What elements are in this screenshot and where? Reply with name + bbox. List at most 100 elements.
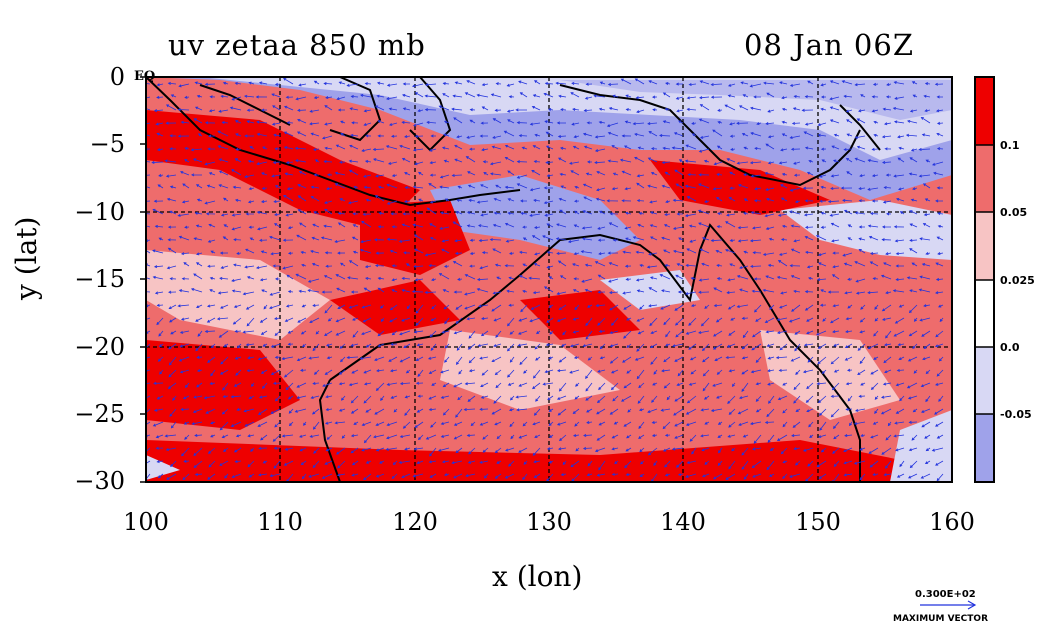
wind-vector [156,95,164,99]
wind-vector [598,120,606,124]
wind-vector [169,134,177,138]
wind-vector [522,473,528,481]
wind-vector [909,210,918,215]
wind-vector [492,223,502,228]
wind-vector [286,187,294,191]
wind-vector [833,369,840,373]
wind-vector [847,304,853,309]
wind-vector [270,252,281,256]
wind-vector [874,395,879,400]
wind-vector [288,408,294,414]
wind-vector [398,460,411,464]
wind-vector [858,109,866,113]
wind-vector [675,274,684,280]
wind-vector [585,317,593,327]
wind-vector [895,382,905,387]
wind-vector [725,221,736,228]
wind-vector [572,408,580,414]
wind-vector [782,382,788,386]
wind-vector [495,184,502,189]
wind-vector [444,198,450,202]
wind-vector [558,304,567,311]
wind-vector [217,145,229,150]
wind-vector [698,148,710,153]
wind-vector [729,263,736,267]
wind-vector [341,434,346,439]
wind-vector [767,109,775,113]
wind-vector [170,94,177,98]
wind-vector [607,82,619,86]
wind-vector [650,211,658,215]
wind-vector [216,317,229,321]
wind-vector [339,160,346,164]
wind-vector [168,369,177,378]
wind-vector [726,158,736,163]
wind-vector [258,81,268,85]
wind-vector [479,265,489,270]
wind-vector [430,421,437,428]
wind-vector [935,262,944,267]
wind-vector [636,289,645,293]
y-tick-2: −10 [74,198,125,226]
wind-vector [429,237,437,241]
wind-vector [736,304,749,309]
wind-vector [299,222,307,228]
wind-vector [727,395,736,404]
wind-vector [559,172,567,176]
wind-vector [529,317,541,323]
wind-vector [673,408,684,416]
wind-vector [220,265,229,269]
wind-vector [533,460,541,464]
wind-vector [833,434,840,440]
wind-vector [923,213,931,217]
wind-vector [416,211,424,215]
wind-vector [727,278,736,282]
wind-vector [177,108,190,112]
wind-vector [768,395,775,404]
wind-vector [729,238,736,242]
wind-vector [905,133,918,137]
wind-vector [518,382,528,387]
wind-vector [231,278,242,283]
wind-vector [152,208,164,215]
wind-vector [937,212,944,216]
wind-vector [177,213,190,217]
wind-vector [659,274,671,280]
wind-vector [558,434,567,442]
wind-vector [507,317,515,327]
wind-vector [911,434,918,441]
wind-vector [648,287,658,293]
wind-vector [531,235,541,241]
wind-vector [804,290,814,294]
wind-vector [364,265,372,269]
wind-vector [467,460,476,464]
wind-vector [743,250,749,254]
wind-vector [712,382,723,387]
wind-vector [939,317,944,322]
wind-vector [860,382,866,386]
wind-vector [562,460,567,466]
wind-vector [636,343,645,352]
wind-vector [516,408,528,412]
wind-vector [244,174,255,179]
wind-vector [288,421,294,427]
wind-vector [832,265,840,269]
wind-vector [634,78,645,85]
wind-vector [920,382,931,388]
wind-vector [782,460,788,464]
wind-vector [729,122,736,126]
wind-vector [466,135,476,139]
wind-vector [795,408,801,412]
wind-vector [778,252,788,256]
wind-vector [572,145,580,150]
wind-vector [195,304,203,309]
wind-vector [779,81,788,85]
wind-vector [545,160,554,165]
wind-vector [375,382,385,391]
wind-vector [337,222,346,228]
wind-vector [444,473,450,477]
wind-vector [170,460,177,468]
wind-vector [158,237,164,241]
wind-vector [883,356,892,364]
wind-vector [190,287,203,293]
